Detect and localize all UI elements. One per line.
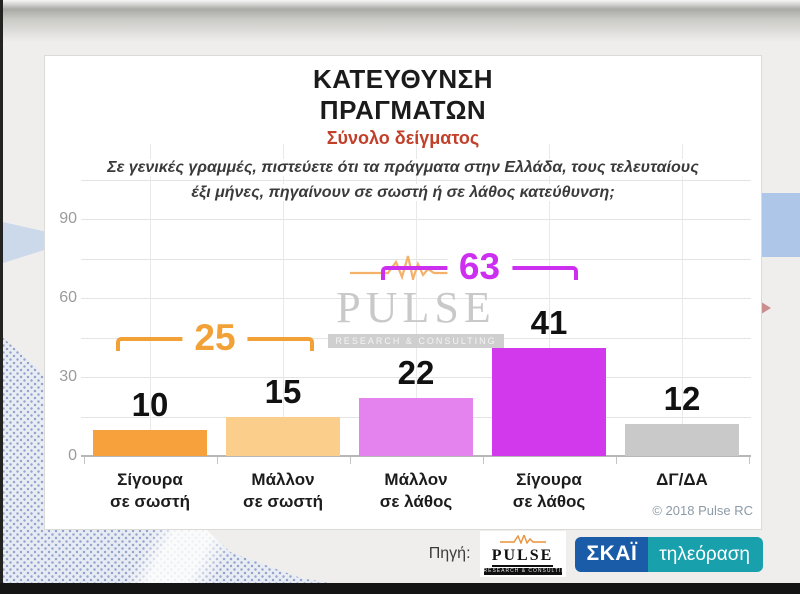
footer-source-row: Πηγή: PULSE RESEARCH & CONSULTING ΣΚΑΪ τ… bbox=[0, 531, 763, 577]
copyright-note: © 2018 Pulse RC bbox=[652, 503, 753, 518]
gridline-vertical bbox=[283, 144, 284, 456]
survey-question-line2: έξι μήνες, πηγαίνουν σε σωστή ή σε λάθος… bbox=[183, 183, 623, 201]
y-axis-tick-label: 30 bbox=[59, 368, 77, 385]
source-label: Πηγή: bbox=[428, 545, 471, 562]
x-axis-tick bbox=[350, 457, 351, 464]
bar-value-label: 12 bbox=[663, 380, 701, 417]
decorative-blue-band bbox=[0, 221, 46, 264]
category-label: Σίγουρα σε λάθος bbox=[512, 470, 586, 512]
bar-value-label: 22 bbox=[397, 354, 435, 391]
pulse-logo: PULSE RESEARCH & CONSULTING bbox=[479, 531, 566, 577]
x-axis-tick bbox=[84, 457, 85, 464]
x-axis-line bbox=[81, 455, 751, 457]
pulse-watermark: PULSE RESEARCH & CONSULTING bbox=[316, 254, 516, 349]
sum-bracket-value: 25 bbox=[182, 319, 248, 357]
gridline-vertical bbox=[682, 144, 683, 456]
bar-value-label: 41 bbox=[530, 304, 568, 341]
chart-subtitle: Σύνολο δείγματος bbox=[326, 128, 480, 148]
bar bbox=[93, 430, 207, 456]
x-axis-tick bbox=[616, 457, 617, 464]
gridline-vertical bbox=[549, 144, 550, 456]
category-label: Μάλλον σε σωστή bbox=[242, 470, 323, 512]
pulse-logo-name: PULSE bbox=[491, 548, 554, 567]
chart-title-line2: ΠΡΑΓΜΑΤΩΝ bbox=[319, 94, 487, 125]
bar bbox=[625, 424, 739, 456]
category-label: ΔΓ/ΔΑ bbox=[656, 470, 708, 489]
pulse-watermark-tagline: RESEARCH & CONSULTING bbox=[328, 334, 504, 349]
bar bbox=[492, 348, 606, 456]
x-axis-tick bbox=[483, 457, 484, 464]
y-axis-tick-label: 60 bbox=[59, 289, 77, 306]
survey-question-line1: Σε γενικές γραμμές, πιστεύετε ότι τα πρά… bbox=[99, 159, 707, 176]
y-axis-tick-label: 90 bbox=[59, 210, 77, 227]
decorative-blue-rectangle bbox=[762, 193, 800, 257]
bar-value-label: 15 bbox=[264, 373, 302, 410]
pulse-ecg-icon bbox=[350, 255, 482, 284]
gridline-vertical bbox=[150, 144, 151, 456]
bar-value-label: 10 bbox=[131, 386, 169, 423]
category-label: Μάλλον σε λάθος bbox=[379, 470, 453, 512]
category-label: Σίγουρα σε σωστή bbox=[109, 470, 190, 512]
bar bbox=[359, 398, 473, 456]
top-gradient-band bbox=[0, 0, 800, 42]
pulse-watermark-name: PULSE bbox=[336, 283, 496, 332]
plot-area: 0 30 60 90 10 Σίγουρα σε σωστή 15 Μάλλον σε σωσ… bbox=[45, 56, 763, 531]
gridline-vertical bbox=[416, 144, 417, 456]
chart-title-line1: ΚΑΤΕΥΘΥΝΣΗ bbox=[313, 64, 493, 94]
skai-logo-name: ΣΚΑΪ bbox=[574, 536, 649, 572]
survey-question: Σε γενικές γραμμές, πιστεύετε ότι τα πρά… bbox=[45, 156, 761, 206]
bar bbox=[226, 417, 340, 456]
y-axis-tick-label: 0 bbox=[68, 447, 77, 464]
left-edge-border bbox=[0, 0, 3, 594]
x-axis-tick bbox=[217, 457, 218, 464]
x-axis-tick bbox=[749, 457, 750, 464]
chart-title: ΚΑΤΕΥΘΥΝΣΗ ΠΡΑΓΜΑΤΩΝ bbox=[45, 64, 761, 125]
skai-logo: ΣΚΑΪ τηλεόραση bbox=[574, 536, 763, 572]
bottom-black-bar bbox=[0, 583, 800, 594]
pulse-logo-tagline: RESEARCH & CONSULTING bbox=[483, 568, 562, 575]
sum-bracket-value: 63 bbox=[446, 248, 513, 286]
chart-card: ΚΑΤΕΥΘΥΝΣΗ ΠΡΑΓΜΑΤΩΝ Σύνολο δείγματος 0 3… bbox=[44, 55, 762, 530]
pulse-logo-ecg-icon bbox=[499, 533, 546, 545]
skai-logo-suffix: τηλεόραση bbox=[648, 536, 763, 572]
